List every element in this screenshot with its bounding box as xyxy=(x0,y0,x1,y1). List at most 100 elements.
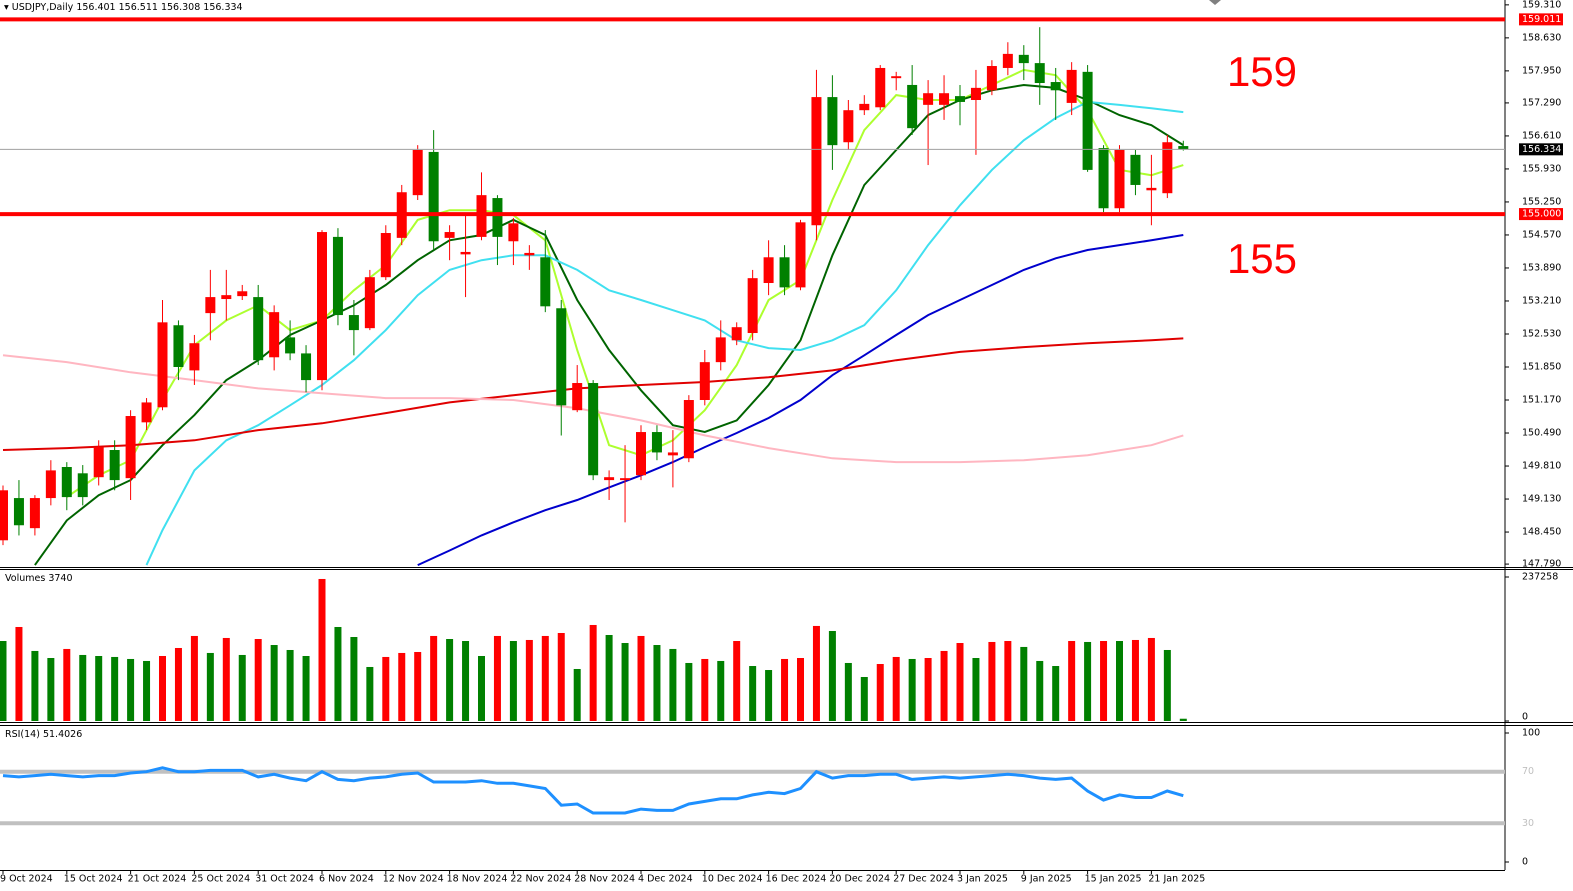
volume-bar xyxy=(270,645,278,721)
x-tick-label: 27 Dec 2024 xyxy=(893,874,954,885)
volume-bar xyxy=(31,650,39,721)
candle-body xyxy=(380,233,391,278)
candle-body xyxy=(364,277,375,329)
volume-bar xyxy=(222,637,230,721)
candle-body xyxy=(93,447,104,478)
candle-body xyxy=(747,278,758,334)
candle-body xyxy=(1098,148,1109,209)
candle-body xyxy=(651,432,662,453)
scroll-marker xyxy=(1209,0,1221,5)
volume-bar xyxy=(63,648,71,721)
volume-bar xyxy=(430,635,438,721)
volume-bar xyxy=(1179,718,1187,721)
candle-body xyxy=(237,291,248,297)
last-price-box xyxy=(1519,143,1563,156)
volume-bar xyxy=(717,660,725,721)
symbol-title: USDJPY,Daily xyxy=(12,2,74,13)
volume-bar xyxy=(1116,641,1123,721)
y-tick-label: 150.490 xyxy=(1522,428,1561,439)
volume-bar xyxy=(159,655,166,721)
volume-bar xyxy=(47,658,55,721)
annotation: 159 xyxy=(1227,48,1297,95)
candle-body xyxy=(1018,54,1029,64)
volume-bar xyxy=(398,652,406,721)
volume-bar xyxy=(206,652,214,721)
volume-bar xyxy=(334,626,342,721)
candle-body xyxy=(763,257,774,284)
candle-body xyxy=(13,498,24,526)
volume-bar xyxy=(940,650,948,721)
volume-bar xyxy=(286,649,294,721)
y-tick-label: 0 xyxy=(1522,712,1528,723)
volume-bar xyxy=(15,626,23,721)
candle-body xyxy=(556,308,567,406)
volume-bar xyxy=(908,658,916,721)
x-tick-label: 15 Oct 2024 xyxy=(64,874,123,885)
last-price-label: 156.334 xyxy=(1522,144,1561,155)
candle-body xyxy=(970,87,981,101)
volume-bar xyxy=(446,639,454,721)
y-tick-label: 152.530 xyxy=(1522,328,1561,339)
volume-bar xyxy=(892,656,900,721)
volume-bar xyxy=(765,670,773,721)
candle-body xyxy=(444,232,455,238)
volume-bar xyxy=(828,630,836,721)
x-tick-label: 9 Oct 2024 xyxy=(0,874,53,885)
y-tick-label: 151.170 xyxy=(1522,395,1561,406)
volume-bar xyxy=(924,658,932,721)
y-tick-label: 148.450 xyxy=(1522,527,1561,538)
volume-bar xyxy=(781,658,789,721)
candle-body xyxy=(636,432,646,476)
candle-body xyxy=(77,473,88,498)
volume-name: Volumes xyxy=(5,573,45,584)
candle-body xyxy=(1130,154,1141,185)
volume-bar xyxy=(573,668,581,721)
candle-body xyxy=(986,66,997,91)
candle-body xyxy=(1082,71,1093,170)
candle-body xyxy=(795,222,806,288)
candle-body xyxy=(588,383,599,476)
volume-bar xyxy=(382,656,390,721)
candle-body xyxy=(61,466,72,498)
volume-bar xyxy=(685,662,693,721)
y-tick-label: 155.250 xyxy=(1522,196,1561,207)
volume-bar xyxy=(844,662,852,721)
candle-body xyxy=(109,450,120,481)
candle-body xyxy=(524,252,535,256)
volume-bar xyxy=(733,641,741,721)
moving-average xyxy=(2,354,1184,464)
volume-bar xyxy=(749,666,757,721)
volume-bar xyxy=(637,635,645,721)
x-tick-label: 15 Jan 2025 xyxy=(1085,874,1142,885)
rsi-level-label: 30 xyxy=(1522,818,1534,829)
candle-body xyxy=(0,490,8,541)
volume-bar xyxy=(174,647,182,721)
y-tick-label: 157.950 xyxy=(1522,65,1561,76)
volume-bar xyxy=(876,664,884,721)
candle-body xyxy=(859,103,870,111)
volume-bar xyxy=(493,635,501,721)
volume-bar xyxy=(1131,639,1139,721)
triangle: ▾ xyxy=(4,2,12,13)
x-tick-label: 28 Nov 2024 xyxy=(574,874,635,885)
volume-bar xyxy=(0,641,7,721)
open-value: 156.401 xyxy=(76,2,115,13)
candle-body xyxy=(1002,53,1013,68)
candle-body xyxy=(667,452,678,456)
y-tick-label: 156.610 xyxy=(1522,130,1561,141)
candle-body xyxy=(301,353,312,381)
y-tick-label: 153.890 xyxy=(1522,262,1561,273)
candle-body xyxy=(412,150,423,196)
level-label: 159.011 xyxy=(1522,14,1561,25)
candle-body xyxy=(699,362,710,401)
candle-body xyxy=(157,322,168,408)
volume-bar xyxy=(366,666,374,721)
volume-bar xyxy=(1020,646,1028,721)
volume-bar xyxy=(462,641,470,721)
chart-header: ▾ USDJPY,Daily 156.401 156.511 156.308 1… xyxy=(4,2,243,13)
x-tick-label: 12 Nov 2024 xyxy=(383,874,444,885)
x-tick-label: 22 Nov 2024 xyxy=(510,874,571,885)
